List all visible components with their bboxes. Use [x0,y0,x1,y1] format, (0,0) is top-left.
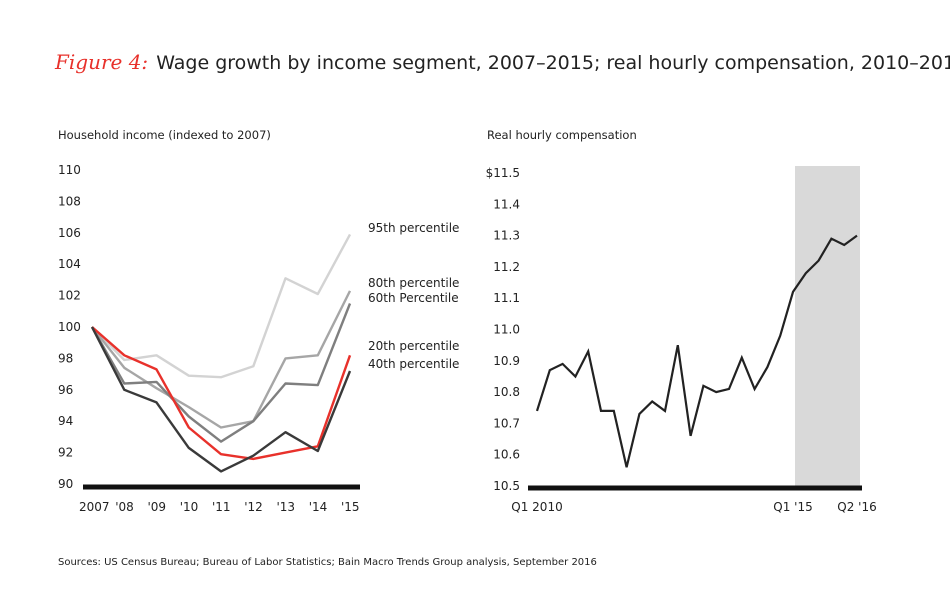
left-x-tick-8: '15 [341,500,360,514]
left-y-tick-102: 102 [58,289,81,303]
left-y-tick-106: 106 [58,226,81,240]
left-x-tick-5: '12 [244,500,263,514]
left-y-tick-90: 90 [58,477,73,491]
left-chart-subtitle: Household income (indexed to 2007) [58,128,271,142]
left-series-label-3: 20th percentile [368,339,459,353]
left-y-tick-92: 92 [58,446,73,460]
right-x-tick-1: Q1 '15 [773,500,812,514]
right-shaded-region [795,166,860,486]
right-x-tick-0: Q1 2010 [511,500,562,514]
left-series-label-2: 60th Percentile [368,291,459,305]
left-series-line-1 [91,290,352,429]
right-y-tick-5: 11.0 [493,323,520,337]
figure-label: Figure 4: [55,50,149,74]
right-y-tick-9: 11.4 [493,197,520,211]
left-y-tick-96: 96 [58,383,73,397]
left-series-line-4 [90,326,352,473]
source-note: Sources: US Census Bureau; Bureau of Lab… [58,557,597,568]
right-y-tick-7: 11.2 [493,260,520,274]
figure-title: Figure 4: Wage growth by income segment, … [55,50,950,74]
left-series-line-2 [90,303,352,443]
right-y-tick-10: $11.5 [486,166,520,180]
right-chart-subtitle: Real hourly compensation [487,128,637,142]
right-y-tick-0: 10.5 [493,479,520,493]
left-series-label-4: 40th percentile [368,357,459,371]
right-y-tick-4: 10.9 [493,354,520,368]
left-series-line-3 [91,326,352,461]
left-x-tick-6: '13 [277,500,296,514]
left-series-label-0: 95th percentile [368,221,459,235]
left-y-tick-100: 100 [58,320,81,334]
right-series-line [535,234,858,468]
left-y-tick-94: 94 [58,414,73,428]
right-y-tick-1: 10.6 [493,448,520,462]
figure-title-text: Wage growth by income segment, 2007–2015… [156,52,950,74]
left-series-label-1: 80th percentile [368,276,459,290]
left-x-tick-0: 2007 [79,500,110,514]
left-y-tick-110: 110 [58,163,81,177]
right-y-tick-2: 10.7 [493,416,520,430]
left-x-tick-7: '14 [309,500,328,514]
left-x-tick-1: '08 [115,500,134,514]
right-y-tick-6: 11.1 [493,291,520,305]
left-x-tick-4: '11 [212,500,231,514]
left-y-tick-98: 98 [58,351,73,365]
left-series-line-0 [91,233,352,379]
left-x-tick-3: '10 [180,500,199,514]
right-y-tick-3: 10.8 [493,385,520,399]
right-y-tick-8: 11.3 [493,229,520,243]
left-y-tick-104: 104 [58,257,81,271]
left-y-tick-108: 108 [58,194,81,208]
right-x-tick-2: Q2 '16 [837,500,876,514]
left-x-tick-2: '09 [148,500,167,514]
